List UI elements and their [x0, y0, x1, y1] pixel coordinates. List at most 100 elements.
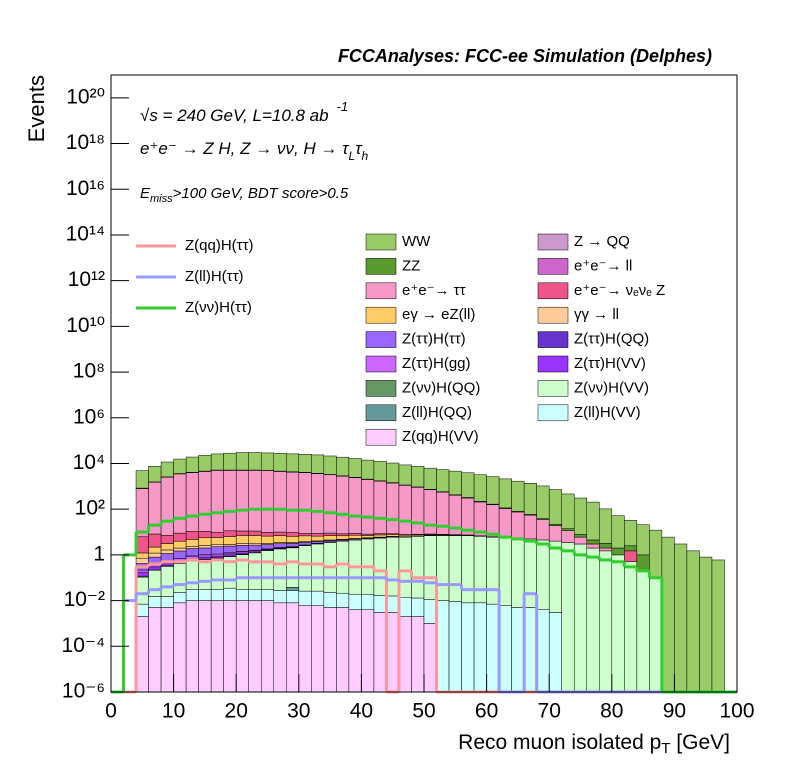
bar — [336, 533, 350, 537]
bar — [711, 559, 725, 693]
bar — [486, 536, 500, 605]
bar — [223, 600, 237, 693]
bar — [185, 600, 199, 693]
bar — [699, 556, 713, 693]
bar — [185, 555, 199, 559]
bar — [210, 453, 224, 471]
y-tick-label: 10¹⁸ — [66, 131, 105, 154]
bar — [323, 474, 337, 534]
bar — [235, 600, 249, 693]
bar — [160, 566, 174, 597]
bar — [511, 511, 525, 539]
legend-label: e⁺e⁻→ ττ — [402, 282, 466, 299]
bar — [198, 556, 212, 560]
bar — [286, 471, 300, 533]
bar — [273, 548, 287, 591]
bar — [185, 539, 199, 547]
bar — [561, 542, 575, 693]
bar — [311, 535, 325, 542]
legend-label: Z(ττ)H(ττ) — [402, 331, 466, 348]
y-axis-label: Events — [24, 75, 49, 142]
bar — [248, 544, 262, 551]
bar — [198, 559, 212, 590]
bar — [198, 589, 212, 601]
bar — [148, 552, 162, 558]
annotation-part: >100 GeV, BDT score>0.5 — [173, 185, 349, 202]
bar — [461, 472, 475, 498]
bar — [674, 543, 688, 693]
bar — [573, 536, 588, 545]
bar — [348, 533, 362, 536]
bar — [498, 508, 512, 538]
bar — [599, 550, 613, 693]
bar — [198, 545, 212, 549]
bar — [398, 616, 412, 693]
bar — [210, 546, 224, 555]
bar — [135, 576, 149, 605]
bar — [160, 596, 174, 608]
bar — [173, 563, 187, 593]
bar — [198, 531, 212, 539]
bar — [286, 587, 300, 591]
bar — [386, 482, 400, 534]
legend-swatch — [365, 233, 397, 251]
bar — [311, 543, 325, 592]
bar — [185, 546, 199, 549]
annotation-sub: miss — [150, 193, 173, 205]
bar — [323, 535, 337, 541]
bar — [260, 550, 275, 590]
bar — [336, 607, 350, 693]
bar — [311, 533, 325, 537]
annotation-part: √s = 240 GeV, L=10.8 ab — [140, 106, 329, 125]
bar — [235, 545, 249, 552]
legend-label: γγ → ll — [574, 306, 619, 323]
bar — [473, 536, 487, 604]
bar — [223, 536, 237, 545]
y-tick-label: 1 — [93, 542, 105, 565]
bar — [398, 536, 412, 598]
bar — [336, 592, 350, 608]
bar — [448, 470, 462, 496]
bar — [523, 538, 537, 608]
bar — [173, 458, 187, 474]
bar — [298, 590, 312, 606]
bar — [486, 504, 500, 537]
bar — [373, 537, 387, 596]
bar — [148, 533, 162, 548]
bar — [260, 600, 275, 693]
bar — [398, 597, 412, 617]
bar — [336, 540, 350, 594]
x-axis-label-part: [GeV] — [670, 731, 730, 754]
annotation-part: E — [140, 185, 151, 202]
bar — [548, 489, 562, 525]
bar — [423, 599, 437, 624]
bar — [611, 515, 625, 549]
axes: 0 10 20 30 40 50 60 70 80 90 100 10⁻⁶ 10⁻⁴ 10⁻² 1 10² 10… — [62, 85, 755, 722]
bar — [311, 454, 325, 474]
bar — [511, 480, 525, 512]
bar — [386, 462, 400, 483]
bar — [423, 535, 437, 600]
bar — [348, 535, 362, 539]
legend-label: Z → QQ — [574, 233, 630, 250]
legend-swatch — [365, 282, 397, 300]
bar — [148, 546, 162, 554]
bar — [223, 552, 237, 556]
annotation-sub: h — [362, 149, 369, 163]
plot-area — [111, 452, 737, 694]
bar — [160, 549, 174, 554]
bar — [411, 616, 425, 693]
bar — [248, 552, 262, 590]
x-tick-label: 0 — [105, 700, 117, 723]
bar — [135, 470, 149, 489]
bar — [260, 544, 275, 550]
bar — [361, 609, 375, 693]
bar — [298, 542, 312, 546]
bar — [135, 616, 149, 693]
bar — [548, 540, 562, 613]
bar — [323, 592, 337, 608]
y-tick-label: 10¹⁶ — [66, 177, 105, 200]
bar — [223, 470, 237, 532]
bar — [336, 475, 350, 535]
bar — [173, 540, 187, 549]
